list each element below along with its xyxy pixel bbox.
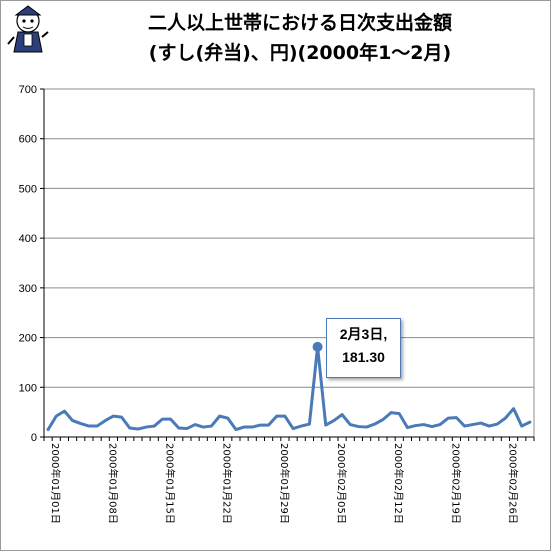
y-tick-label: 200 (19, 333, 37, 345)
y-tick-label: 500 (19, 183, 37, 195)
y-tick-label: 300 (19, 283, 37, 295)
x-tick-label: 2000年02月05日 (335, 443, 348, 524)
plot-area (43, 88, 535, 438)
x-tick-label: 2000年02月26日 (506, 443, 519, 524)
peak-point-marker (312, 341, 323, 352)
y-tick-label: 700 (19, 84, 37, 96)
callout-date: 2月3日, (339, 326, 388, 342)
x-tick-label: 2000年01月29日 (278, 443, 291, 524)
y-tick-label: 400 (19, 233, 37, 245)
y-tick-label: 600 (19, 134, 37, 146)
mascot-logo (6, 4, 50, 56)
data-callout: 2月3日, 181.30 (326, 318, 401, 378)
x-tick-label: 2000年01月15日 (163, 443, 176, 524)
x-tick-label: 2000年02月12日 (392, 443, 405, 524)
chart-title-line1: 二人以上世帯における日次支出金額 (147, 12, 452, 34)
chart-title-line2: (すし(弁当)、円)(2000年1～2月) (148, 42, 452, 64)
y-tick-label: 100 (19, 382, 37, 394)
x-tick-label: 2000年01月22日 (221, 443, 234, 524)
series-line (46, 345, 532, 432)
x-tick-label: 2000年01月01日 (49, 443, 62, 524)
callout-value: 181.30 (342, 349, 385, 365)
y-tick-label: 0 (31, 432, 37, 444)
x-tick-label: 2000年01月08日 (106, 443, 119, 524)
x-tick-label: 2000年02月19日 (449, 443, 462, 524)
